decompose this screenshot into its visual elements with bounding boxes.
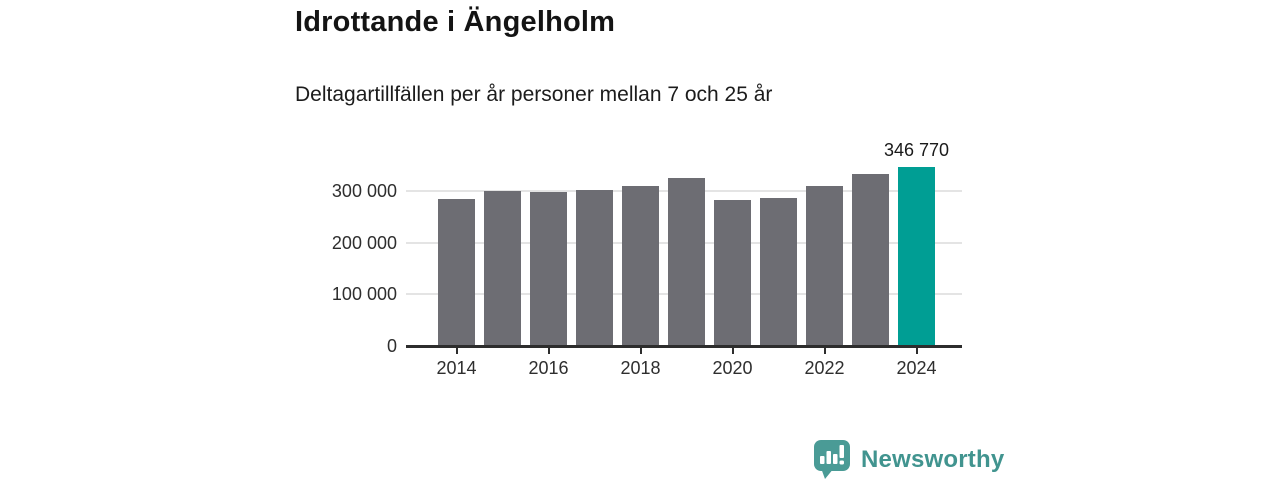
newsworthy-logo: Newsworthy	[810, 440, 1004, 479]
bar	[668, 177, 705, 346]
y-axis-tick-label: 300 000	[331, 180, 397, 201]
highlight-value-label: 346 770	[883, 139, 950, 160]
x-axis-tick	[915, 347, 918, 354]
bar-highlighted	[898, 166, 935, 346]
bar	[714, 200, 751, 346]
bar	[438, 199, 475, 346]
bar	[852, 174, 889, 346]
x-axis-tick-label: 2024	[896, 358, 937, 378]
bar	[530, 192, 567, 346]
x-axis-tick-label: 2016	[528, 358, 569, 378]
y-axis-tick-label: 200 000	[331, 232, 397, 253]
newsworthy-logo-text: Newsworthy	[861, 445, 1005, 473]
x-axis-tick	[731, 347, 734, 354]
bar	[806, 186, 843, 346]
bar	[576, 189, 613, 346]
y-axis-tick-label: 100 000	[331, 284, 397, 305]
x-axis-line	[406, 345, 962, 348]
x-axis-tick-label: 2014	[436, 358, 477, 378]
x-axis-tick-label: 2020	[712, 358, 753, 378]
chart-subtitle: Deltagartillfällen per år personer mella…	[295, 83, 773, 106]
bar	[484, 191, 521, 346]
chart-title: Idrottande i Ängelholm	[295, 6, 616, 38]
bar	[622, 186, 659, 346]
x-axis-tick	[547, 347, 550, 354]
x-axis-tick	[455, 347, 458, 354]
x-axis-tick-label: 2018	[620, 358, 661, 378]
x-axis-tick	[823, 347, 826, 354]
bar	[760, 198, 797, 346]
newsworthy-logo-icon	[814, 440, 850, 479]
x-axis-tick-label: 2022	[804, 358, 845, 378]
x-axis-tick	[639, 347, 642, 354]
y-axis-tick-label: 0	[386, 336, 397, 356]
